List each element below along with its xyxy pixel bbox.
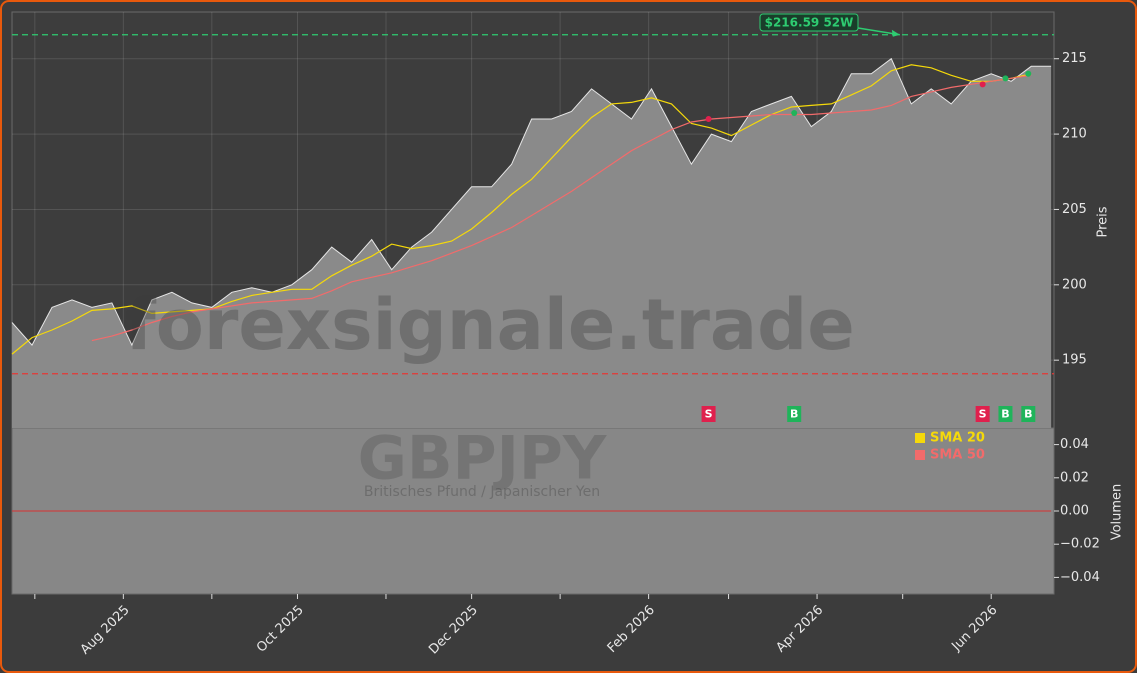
watermark: forexsignale.trade (125, 284, 854, 366)
signal-dot (1002, 75, 1009, 82)
sma-line (11, 64, 1032, 355)
annotation-box (759, 13, 859, 32)
signal-badge (1021, 406, 1036, 422)
signal-label: B (790, 408, 798, 421)
signal-dot (979, 81, 986, 88)
legend-swatch (915, 433, 925, 443)
volume-axis-label: Volumen (1110, 484, 1125, 541)
volume-y-tick-label: −0.02 (1060, 537, 1100, 552)
signal-dot (1025, 70, 1032, 77)
volume-y-tick-label: 0.04 (1060, 437, 1089, 452)
signal-label: S (705, 408, 713, 421)
y-tick-label: 210 (1062, 127, 1087, 142)
signal-dot (705, 116, 712, 123)
y-tick-label: 200 (1062, 277, 1087, 292)
plot-layer (11, 12, 1054, 428)
price-line (11, 57, 1052, 347)
signal-label: B (1024, 408, 1032, 421)
signal-badge (998, 406, 1013, 422)
volume-y-tick-label: 0.00 (1060, 504, 1089, 519)
arrow-head (891, 29, 900, 37)
signal-label: B (1001, 408, 1009, 421)
volume-y-tick-label: −0.04 (1060, 570, 1100, 585)
symbol-name: Britisches Pfund / Japanischer Yen (364, 484, 600, 500)
price-area (12, 58, 1052, 428)
y-axis-label: Preis (1096, 206, 1111, 237)
legend-label: SMA 20 (930, 431, 985, 446)
annotation-label: $216.59 52W (765, 16, 854, 30)
legend-label: SMA 50 (930, 448, 985, 463)
y-tick-label: 215 (1062, 51, 1087, 66)
signal-label: S (979, 408, 987, 421)
signal-dot (791, 109, 798, 116)
signal-badge (787, 406, 802, 422)
symbol-watermark: GBPJPY (358, 424, 608, 494)
y-tick-label: 195 (1062, 353, 1087, 368)
signal-badge (975, 406, 990, 422)
signal-badge (701, 406, 716, 422)
sma-line (91, 74, 1032, 342)
legend-swatch (915, 450, 925, 460)
volume-y-tick-label: 0.02 (1060, 470, 1089, 485)
y-tick-label: 205 (1062, 202, 1087, 217)
